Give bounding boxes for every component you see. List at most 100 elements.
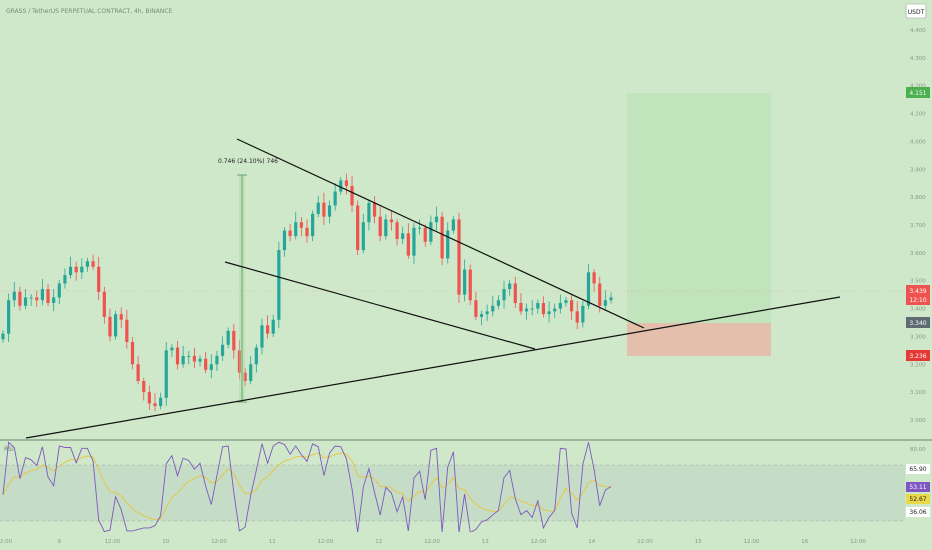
lower-trendline[interactable] [224, 261, 536, 350]
candle-body [468, 269, 472, 301]
candle-body [311, 213, 315, 237]
price-tick-label: 3.400 [910, 307, 926, 313]
candle-body [592, 272, 596, 284]
price-tick-label: 4.000 [910, 139, 926, 145]
candle-body [463, 269, 467, 295]
candle-body [344, 180, 349, 186]
candle-body [378, 216, 382, 237]
rsi-lower-badge-box [906, 507, 930, 517]
candle-body [181, 355, 185, 365]
rsi-value-badge: 53.11 [909, 484, 926, 491]
candle-body [97, 266, 101, 292]
candle-body [412, 227, 416, 256]
candle-body [215, 355, 219, 365]
candle-body [372, 202, 377, 217]
target-badge-box [906, 87, 930, 98]
price-tick-label: 4.300 [910, 56, 926, 62]
time-axis-background [0, 532, 932, 550]
candle-body [356, 205, 360, 251]
candle-body [547, 311, 551, 315]
time-tick-label: 10 [162, 539, 169, 545]
price-tick-label: 3.900 [910, 167, 926, 173]
candle-body [305, 227, 309, 237]
candle-body [243, 372, 247, 381]
candle-body [519, 303, 523, 312]
rsi-ma-badge-box [906, 494, 930, 504]
candle-body [80, 266, 84, 273]
candle-body [384, 219, 388, 237]
time-tick-label: 12:00 [105, 539, 121, 545]
rsi-ma-line [2, 452, 611, 521]
time-tick-label: 13 [482, 539, 489, 545]
candle-body [29, 297, 33, 299]
entry-badge-box [906, 317, 930, 328]
candle-body [113, 314, 118, 337]
candle-body [63, 275, 67, 284]
candle-body [586, 272, 591, 306]
candle-body [40, 289, 45, 301]
support-trendline[interactable] [25, 296, 841, 439]
price-tick-label: 3.100 [910, 390, 926, 396]
candle-body [401, 233, 405, 239]
countdown-badge: 12:10 [909, 297, 926, 304]
stop-badge: 3.236 [909, 353, 926, 360]
candle-body [603, 300, 607, 306]
candle-body [159, 397, 163, 407]
candle-body [57, 283, 61, 298]
candle-body [260, 325, 264, 348]
candle-body [502, 289, 506, 301]
rsi-upper-badge: 65.90 [909, 466, 926, 473]
candle-body [91, 261, 95, 267]
candle-body [220, 344, 225, 356]
candle-body [536, 303, 540, 309]
candle-body [451, 219, 455, 231]
candle-body [7, 300, 11, 334]
time-tick-label: 12 [375, 539, 382, 545]
rsi-upper-badge-box [906, 464, 930, 474]
entry-badge: 3.340 [909, 320, 926, 327]
price-tick-label: 3.800 [910, 195, 926, 201]
candle-body [249, 364, 253, 381]
price-tick-label: 3.300 [910, 334, 926, 340]
candle-body [294, 222, 298, 237]
candle-body [237, 350, 242, 373]
candle-body [541, 303, 546, 315]
time-tick-label: 12:00 [531, 539, 547, 545]
candle-body [254, 347, 258, 365]
stop-badge-box [906, 350, 930, 361]
time-axis[interactable]: 2:00 9 12:00 10 12:00 11 12:00 12 12:00 13 12:00 14… [0, 532, 932, 550]
upper-trendline[interactable] [236, 138, 645, 329]
candle-body [327, 205, 332, 217]
candle-body [209, 364, 213, 370]
candle-body [389, 219, 394, 223]
candle-body [170, 347, 174, 351]
measure-tool[interactable]: 0.746 (24.10%) 746 [218, 158, 278, 403]
candle-body [299, 222, 303, 228]
candle-body [496, 300, 501, 306]
target-zone[interactable] [627, 93, 771, 323]
candle-body [12, 291, 16, 301]
symbol-title[interactable]: GRASS / TetherUS PERPETUAL CONTRACT, 4h,… [6, 8, 173, 15]
stop-zone[interactable] [627, 323, 771, 356]
candle-body [187, 355, 191, 357]
candle-body [175, 347, 180, 365]
candle-body [74, 266, 78, 273]
currency-badge[interactable]: USDT [908, 9, 925, 16]
time-tick-label: 12:00 [211, 539, 227, 545]
candle-body [406, 233, 410, 256]
candle-body [23, 297, 28, 306]
currency-badge-box[interactable] [905, 3, 927, 19]
candle-body [204, 358, 208, 370]
candle-body [142, 381, 146, 393]
time-tick-label: 2:00 [0, 539, 13, 545]
time-tick-label: 16 [801, 539, 808, 545]
candle-body [130, 342, 135, 365]
candle-body [265, 325, 270, 334]
candle-body [85, 261, 90, 267]
candle-body [479, 314, 484, 317]
candle-body [288, 230, 292, 237]
price-tick-label: 3.500 [910, 279, 926, 285]
candle-body [530, 308, 534, 310]
candle-body [513, 283, 517, 303]
